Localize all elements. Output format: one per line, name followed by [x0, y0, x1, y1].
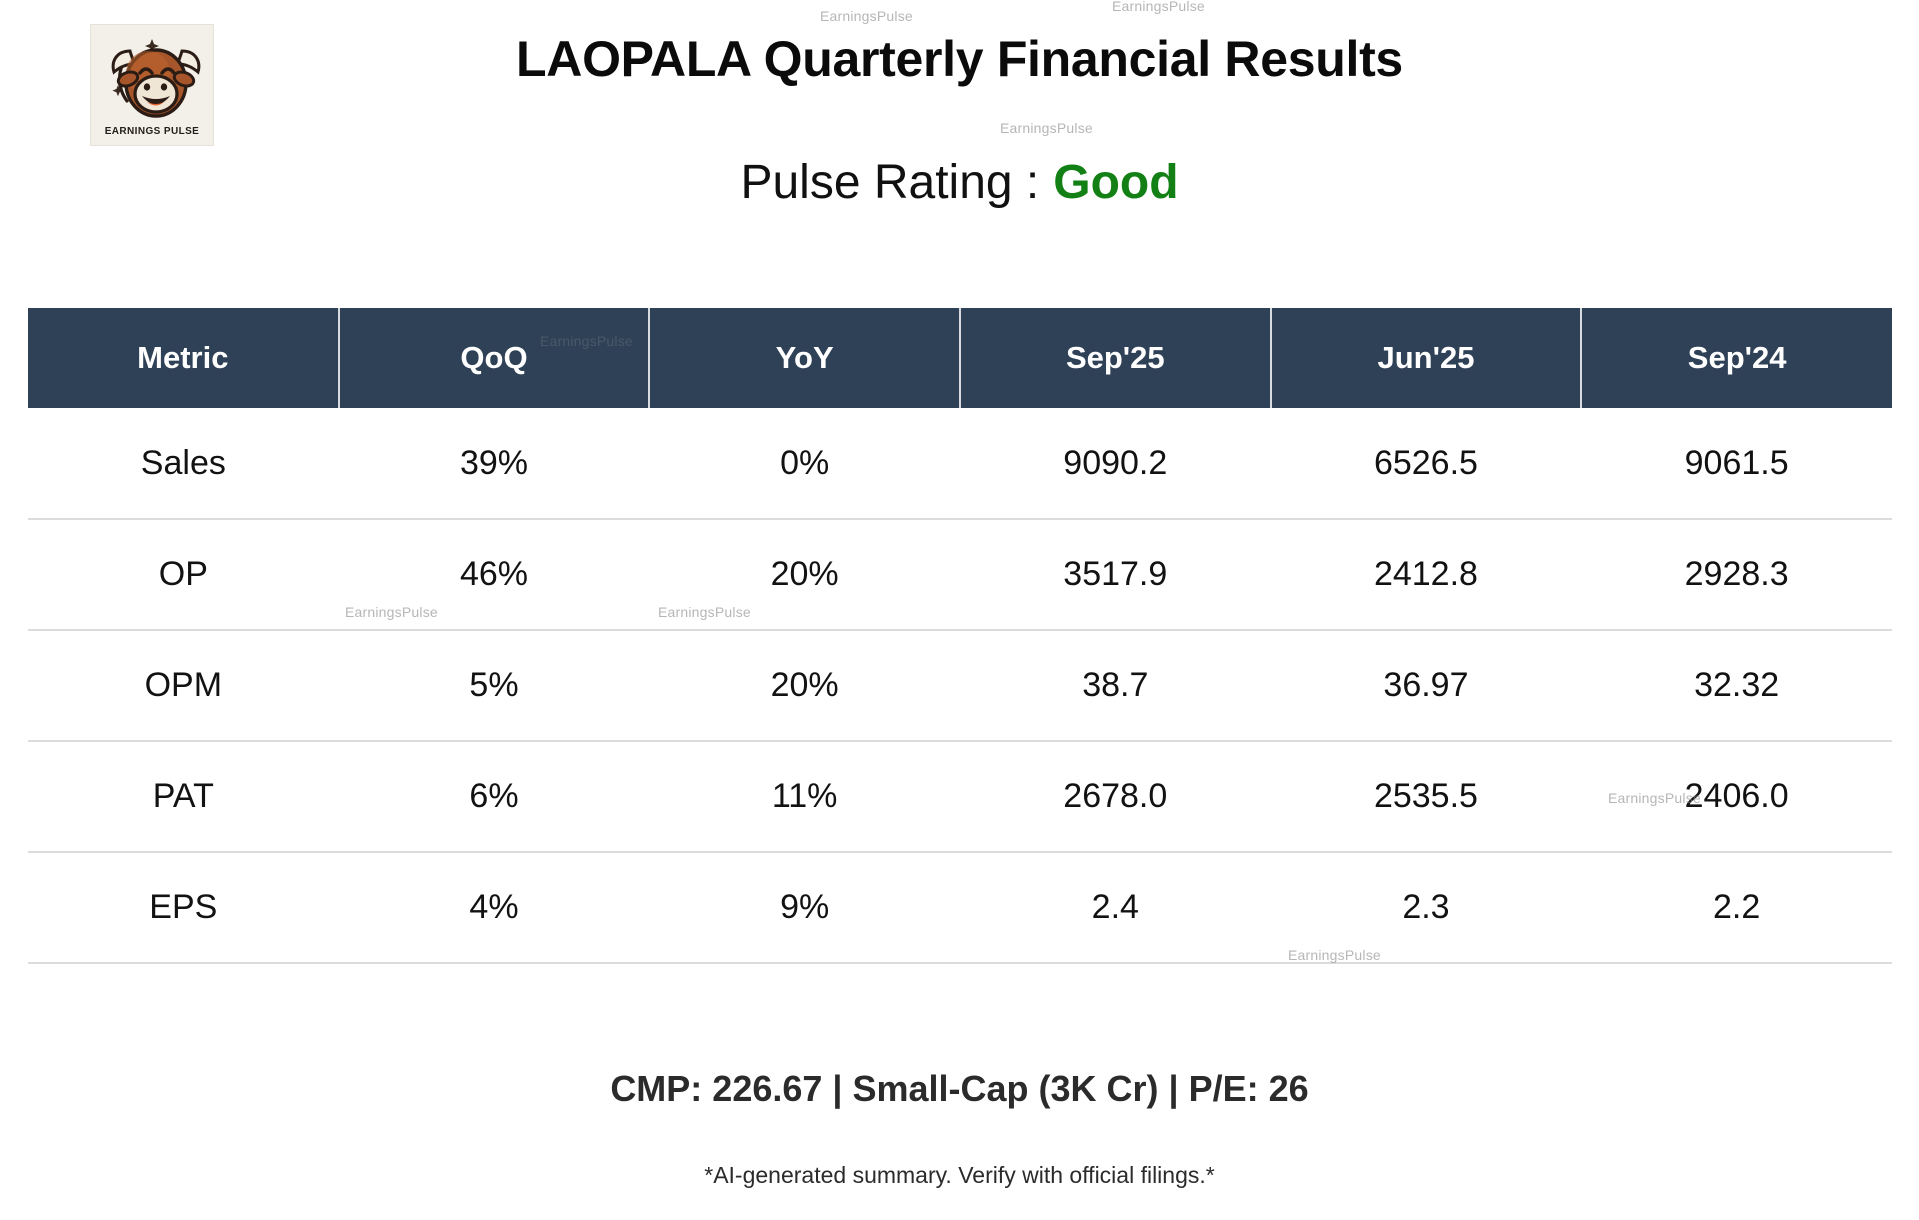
- table-row: OP 46% 20% 3517.9 2412.8 2928.3: [28, 519, 1892, 631]
- cell-qoq: 6%: [338, 741, 650, 853]
- disclaimer-text: *AI-generated summary. Verify with offic…: [704, 1162, 1215, 1188]
- cell-sep25: 3517.9: [959, 519, 1271, 631]
- cell-sep25: 9090.2: [959, 408, 1271, 520]
- table-row: EPS 4% 9% 2.4 2.3 2.2: [28, 852, 1892, 964]
- cell-sep24: 2928.3: [1581, 519, 1892, 631]
- cell-qoq: 46%: [338, 519, 650, 631]
- table-body: Sales 39% 0% 9090.2 6526.5 9061.5 OP 46%…: [28, 408, 1892, 964]
- page-title: LAOPALA Quarterly Financial Results: [516, 31, 1403, 87]
- financial-results-table: Metric QoQ YoY Sep'25 Jun'25 Sep'24 Sale…: [28, 308, 1892, 964]
- column-header-yoy: YoY: [649, 308, 961, 408]
- cell-jun25: 2412.8: [1270, 519, 1582, 631]
- cell-jun25: 2.3: [1270, 852, 1582, 964]
- cell-yoy: 20%: [649, 630, 960, 742]
- column-header-sep25: Sep'25: [959, 308, 1272, 408]
- table-row: Sales 39% 0% 9090.2 6526.5 9061.5: [28, 408, 1892, 520]
- cell-yoy: 11%: [649, 741, 960, 853]
- cell-metric: PAT: [28, 741, 339, 853]
- watermark-label: EarningsPulse: [1000, 120, 1093, 136]
- cell-qoq: 39%: [338, 408, 650, 520]
- cell-sep24: 9061.5: [1581, 408, 1892, 520]
- cell-qoq: 4%: [338, 852, 650, 964]
- cell-metric: OP: [28, 519, 339, 631]
- cell-jun25: 6526.5: [1270, 408, 1582, 520]
- watermark-label: EarningsPulse: [1112, 0, 1205, 14]
- cell-sep25: 38.7: [959, 630, 1271, 742]
- pulse-rating-label: Pulse Rating :: [740, 156, 1040, 209]
- cell-qoq: 5%: [338, 630, 650, 742]
- logo-wordmark: EARNINGS PULSE: [104, 126, 200, 137]
- cell-sep25: 2.4: [959, 852, 1271, 964]
- cell-sep24: 2.2: [1581, 852, 1892, 964]
- cell-metric: Sales: [28, 408, 339, 520]
- watermark-label: EarningsPulse: [820, 8, 913, 24]
- financial-table-container: Metric QoQ YoY Sep'25 Jun'25 Sep'24 Sale…: [28, 308, 1892, 964]
- cell-sep24: 32.32: [1581, 630, 1892, 742]
- pulse-rating-value: Good: [1053, 156, 1179, 209]
- cell-jun25: 36.97: [1270, 630, 1582, 742]
- column-header-jun25: Jun'25: [1270, 308, 1583, 408]
- table-header: Metric QoQ YoY Sep'25 Jun'25 Sep'24: [28, 308, 1892, 408]
- column-header-qoq: QoQ: [338, 308, 651, 408]
- cell-metric: OPM: [28, 630, 339, 742]
- pulse-rating: Pulse Rating : Good: [0, 155, 1919, 210]
- bull-mascot-icon: [111, 39, 201, 118]
- cell-jun25: 2535.5: [1270, 741, 1582, 853]
- cell-sep25: 2678.0: [959, 741, 1271, 853]
- table-row: PAT 6% 11% 2678.0 2535.5 2406.0: [28, 741, 1892, 853]
- cell-yoy: 9%: [649, 852, 960, 964]
- cell-yoy: 20%: [649, 519, 960, 631]
- cell-yoy: 0%: [649, 408, 960, 520]
- brand-logo: EARNINGS PULSE: [90, 24, 214, 146]
- table-header-row: Metric QoQ YoY Sep'25 Jun'25 Sep'24: [28, 308, 1892, 408]
- cell-sep24: 2406.0: [1581, 741, 1892, 853]
- cell-metric: EPS: [28, 852, 339, 964]
- cmp-summary-line: CMP: 226.67 | Small-Cap (3K Cr) | P/E: 2…: [610, 1068, 1309, 1109]
- table-row: OPM 5% 20% 38.7 36.97 32.32: [28, 630, 1892, 742]
- column-header-metric: Metric: [28, 308, 340, 408]
- column-header-sep24: Sep'24: [1581, 308, 1892, 408]
